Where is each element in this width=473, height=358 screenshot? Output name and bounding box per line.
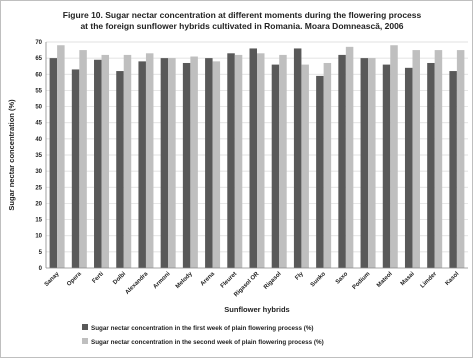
bar-sunko-series-1 <box>316 75 324 269</box>
y-tick-label-5: 5 <box>39 250 43 256</box>
bar-saxo-series-1 <box>338 54 346 268</box>
bar-podium-series-1 <box>360 58 369 269</box>
legend: Sugar nectar concentration in the first … <box>82 324 324 346</box>
legend-swatch-series-2 <box>82 338 88 344</box>
y-tick-label-20: 20 <box>35 201 42 207</box>
y-tick-label-60: 60 <box>35 72 42 78</box>
chart-title-line-2: at the foreign sunflower hybrids cultiva… <box>80 21 403 31</box>
bars <box>49 45 465 269</box>
chart-title-line-1: Figure 10. Sugar nectar concentration at… <box>63 10 422 20</box>
bar-rigasol-series-2 <box>279 54 287 268</box>
bar-dolbi-series-2 <box>123 54 132 268</box>
bar-mateol-series-1 <box>382 64 391 268</box>
bar-kasol-series-1 <box>449 71 457 268</box>
y-axis-label: Sugar nectar concentration (%) <box>7 99 16 211</box>
legend-label-series-2: Sugar nectar concentration in the second… <box>91 339 324 346</box>
bar-podium-series-2 <box>368 58 376 269</box>
bar-mateol-series-2 <box>390 45 398 268</box>
bar-opera-series-2 <box>79 50 87 269</box>
y-tick-label-40: 40 <box>35 137 42 143</box>
bar-limder-series-2 <box>434 50 443 269</box>
y-tick-label-0: 0 <box>39 266 43 272</box>
x-tick-label-fly: Fly <box>294 271 305 282</box>
y-tick-label-50: 50 <box>35 105 42 111</box>
bar-rigasol-or-series-2 <box>257 53 265 268</box>
bar-fly-series-2 <box>301 64 309 268</box>
y-tick-label-45: 45 <box>35 121 42 127</box>
bar-opera-series-1 <box>71 69 80 268</box>
bar-alexandra-series-1 <box>138 61 146 268</box>
bar-saxo-series-2 <box>345 46 354 268</box>
bar-armoni-series-2 <box>168 58 176 269</box>
bar-sanay-series-1 <box>49 58 58 269</box>
y-tick-label-65: 65 <box>35 56 42 62</box>
bar-rigasol-series-1 <box>271 64 280 268</box>
y-axis-ticks: 0 5 10 15 20 25 30 35 40 45 50 55 60 65 70 <box>35 40 42 272</box>
bar-masai-series-2 <box>412 50 420 269</box>
bar-fleuret-series-1 <box>227 53 235 268</box>
x-axis-label: Sunflower hybrids <box>224 305 289 314</box>
bar-melody-series-1 <box>182 62 191 268</box>
bar-fleuret-series-2 <box>234 54 243 268</box>
y-tick-label-30: 30 <box>35 169 42 175</box>
bar-sanay-series-2 <box>57 45 65 268</box>
bar-limder-series-1 <box>427 62 435 268</box>
y-tick-label-70: 70 <box>35 40 42 46</box>
bar-sunko-series-2 <box>323 62 332 268</box>
legend-swatch-series-1 <box>82 324 88 330</box>
bar-dolbi-series-1 <box>116 71 124 268</box>
y-tick-label-15: 15 <box>35 218 42 224</box>
bar-fly-series-1 <box>293 48 302 269</box>
bar-melody-series-2 <box>190 56 198 269</box>
y-tick-label-10: 10 <box>35 234 42 240</box>
bar-kasol-series-2 <box>456 50 465 269</box>
bar-ferti-series-1 <box>94 59 102 268</box>
bar-ferti-series-2 <box>101 54 110 268</box>
bar-armoni-series-1 <box>160 58 169 269</box>
legend-label-series-1: Sugar nectar concentration in the first … <box>91 325 314 332</box>
y-tick-label-55: 55 <box>35 88 42 94</box>
bar-arena-series-2 <box>212 61 221 268</box>
bar-arena-series-1 <box>205 58 213 269</box>
y-tick-label-35: 35 <box>35 153 42 159</box>
bar-rigasol-or-series-1 <box>249 48 257 269</box>
y-tick-label-25: 25 <box>35 185 42 191</box>
bar-masai-series-1 <box>404 67 413 268</box>
bar-alexandra-series-2 <box>145 53 154 268</box>
